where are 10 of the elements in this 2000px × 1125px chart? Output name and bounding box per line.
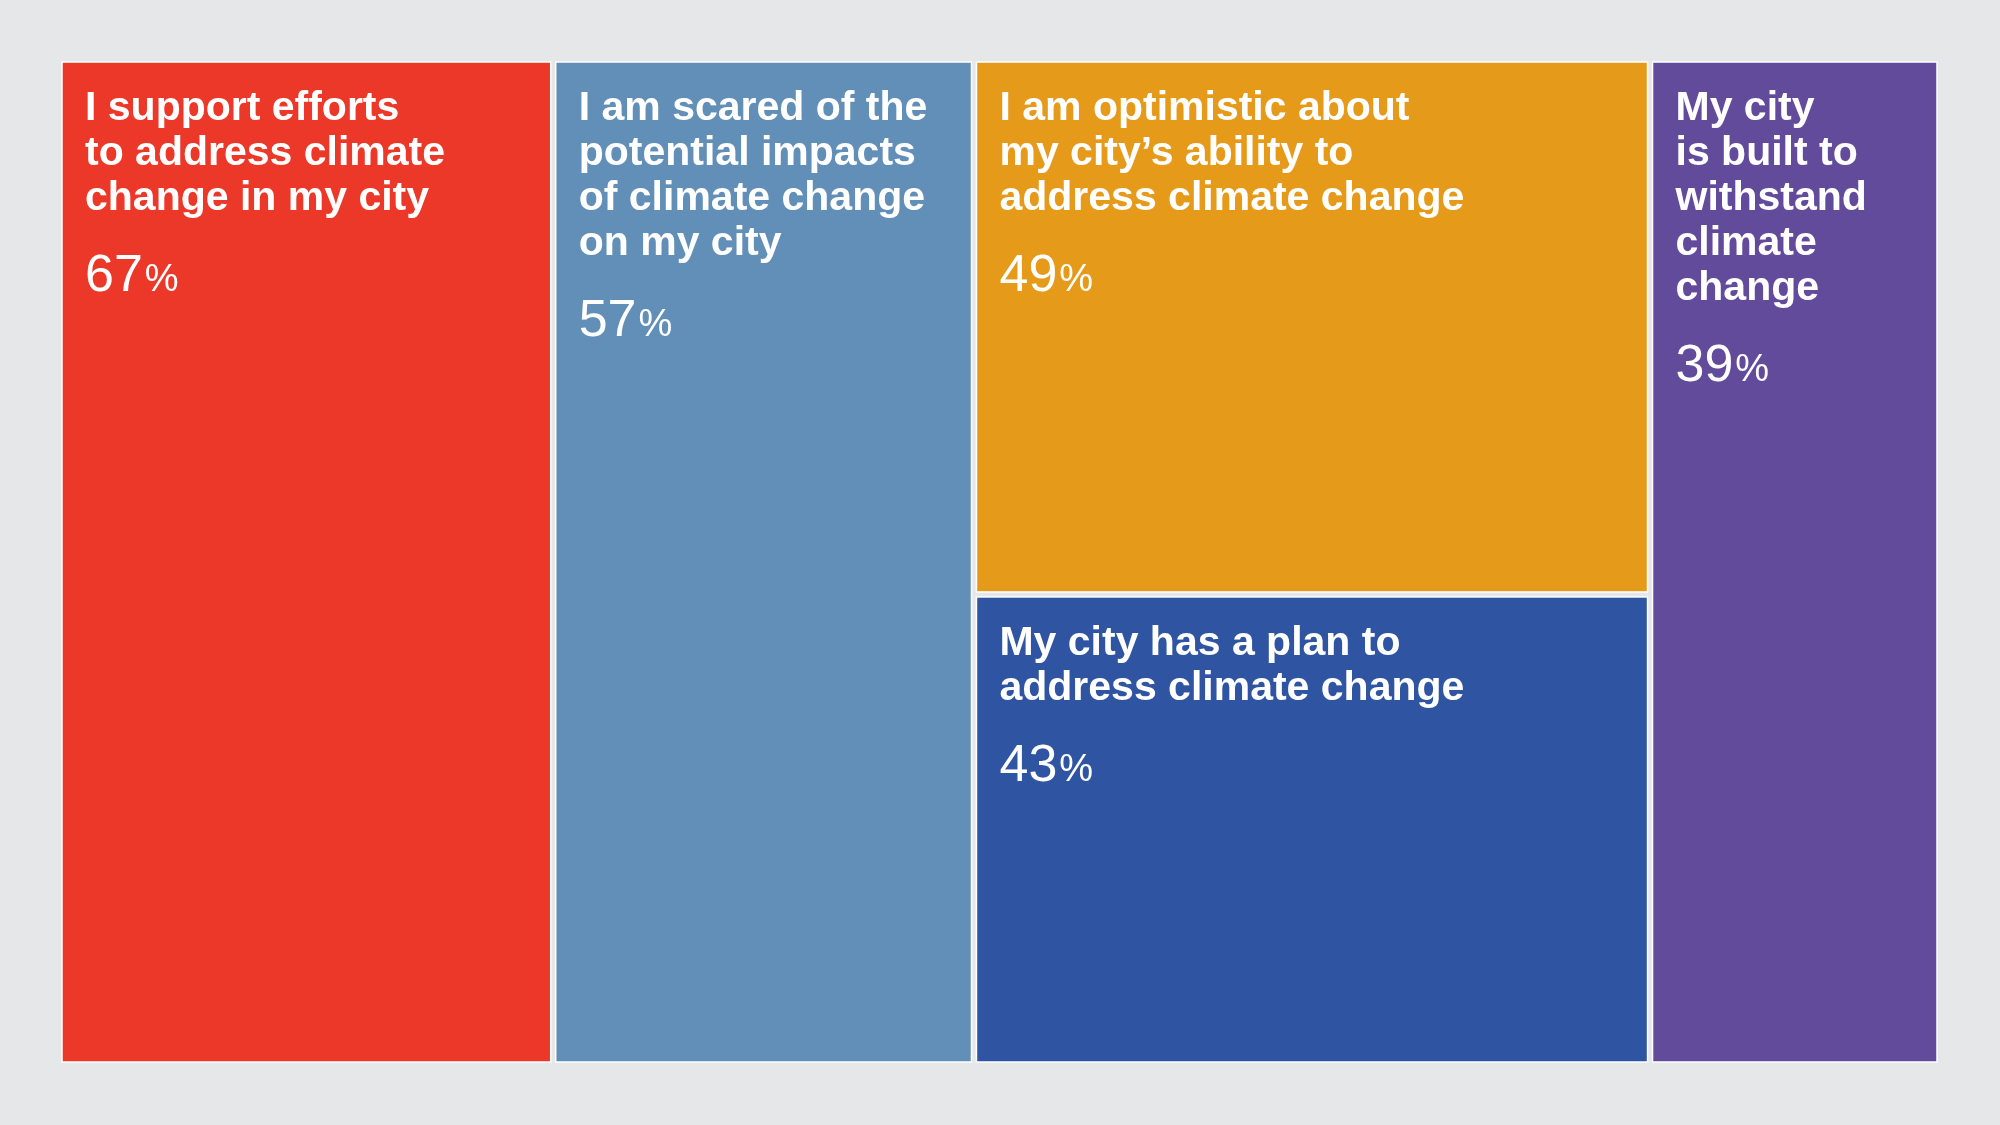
data-label: 57% [578, 289, 673, 347]
data-label: 43% [999, 733, 1094, 792]
category-label: I support efforts to address climate change in my city [85, 83, 446, 219]
category-label: I am optimistic about my city’s ability to address climate change [999, 83, 1465, 219]
data-label: 39% [1675, 334, 1770, 392]
category-label: My city has a plan to address climate change [999, 617, 1465, 709]
category-label: I am scared of the potential impacts of climate change on my city [578, 83, 928, 264]
data-label: 67% [85, 244, 179, 302]
data-label: 49% [999, 244, 1094, 302]
category-label: My city is built to withstand climate change [1674, 83, 1867, 309]
